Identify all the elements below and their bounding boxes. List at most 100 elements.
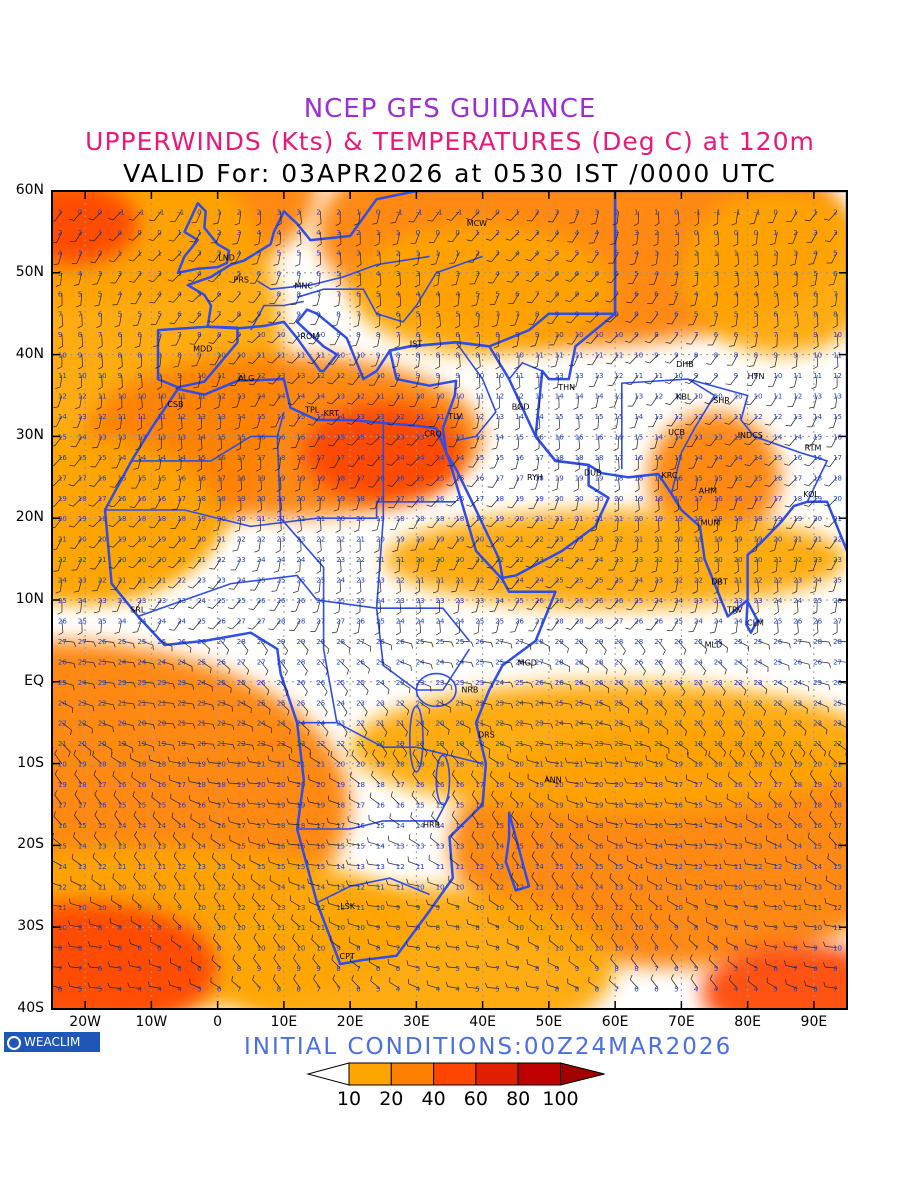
svg-text:10: 10 (296, 331, 305, 339)
svg-text:6: 6 (714, 331, 719, 339)
station-indcs: INDCS (738, 431, 763, 440)
svg-text:15: 15 (277, 863, 286, 871)
svg-text:22: 22 (773, 577, 782, 585)
svg-text:17: 17 (515, 474, 524, 482)
svg-text:27: 27 (58, 638, 67, 646)
svg-text:22: 22 (654, 720, 663, 728)
svg-text:17: 17 (535, 822, 544, 830)
svg-text:17: 17 (78, 802, 87, 810)
svg-text:8: 8 (416, 924, 420, 932)
svg-text:1: 1 (396, 229, 400, 237)
svg-text:13: 13 (535, 883, 544, 891)
svg-text:14: 14 (793, 842, 802, 850)
svg-text:25: 25 (257, 699, 266, 707)
svg-text:19: 19 (515, 781, 524, 789)
svg-text:21: 21 (614, 515, 623, 523)
svg-text:17: 17 (316, 454, 325, 462)
svg-text:20: 20 (475, 740, 484, 748)
svg-text:17: 17 (654, 474, 663, 482)
svg-text:19: 19 (555, 802, 564, 810)
colorbar-high-arrow (560, 1062, 605, 1086)
svg-text:11: 11 (197, 393, 206, 401)
svg-text:26: 26 (475, 638, 484, 646)
svg-text:21: 21 (296, 515, 305, 523)
svg-text:23: 23 (455, 597, 464, 605)
svg-text:17: 17 (396, 495, 405, 503)
svg-text:12: 12 (177, 863, 186, 871)
svg-text:9: 9 (714, 904, 718, 912)
svg-text:21: 21 (813, 536, 822, 544)
svg-text:7: 7 (396, 331, 400, 339)
svg-text:5: 5 (734, 965, 738, 973)
wind-barbs: 1 0 0 -1 -1 -1 -1 0 1 2 2 3 3 2 2 1 0 -1 -1 -1 -1 0 0 1 2 3 3 3 2 1 1 0… (52, 208, 847, 994)
svg-text:13: 13 (177, 433, 186, 441)
svg-text:20: 20 (137, 556, 146, 564)
svg-text:0: 0 (78, 208, 82, 216)
svg-text:8: 8 (495, 331, 499, 339)
svg-text:9: 9 (277, 965, 281, 973)
svg-text:3: 3 (197, 249, 201, 257)
svg-text:8: 8 (137, 924, 141, 932)
svg-text:5: 5 (98, 986, 102, 994)
svg-text:9: 9 (495, 924, 499, 932)
svg-text:24: 24 (714, 658, 723, 666)
lon-label: 10E (270, 1014, 298, 1030)
svg-text:18: 18 (734, 515, 743, 523)
svg-text:21: 21 (118, 699, 127, 707)
svg-text:10: 10 (833, 331, 842, 339)
svg-text:4: 4 (277, 229, 282, 237)
svg-text:9: 9 (58, 331, 62, 339)
svg-text:23: 23 (714, 597, 723, 605)
svg-text:9: 9 (376, 924, 380, 932)
svg-text:18: 18 (813, 474, 822, 482)
svg-text:2: 2 (833, 208, 837, 216)
svg-text:0: 0 (436, 229, 440, 237)
svg-text:1: 1 (475, 229, 479, 237)
svg-text:14: 14 (376, 842, 385, 850)
svg-text:9: 9 (595, 965, 599, 973)
svg-text:21: 21 (714, 577, 723, 585)
svg-text:21: 21 (356, 536, 365, 544)
svg-text:16: 16 (177, 802, 186, 810)
svg-text:25: 25 (316, 699, 325, 707)
svg-text:7: 7 (356, 311, 360, 319)
lon-label: 20W (69, 1014, 101, 1030)
svg-text:13: 13 (217, 413, 226, 421)
svg-text:12: 12 (78, 393, 87, 401)
svg-text:25: 25 (336, 679, 345, 687)
svg-text:4: 4 (634, 249, 639, 257)
svg-text:9: 9 (515, 945, 519, 953)
svg-text:23: 23 (137, 679, 146, 687)
svg-text:8: 8 (157, 352, 161, 360)
svg-text:28: 28 (595, 618, 604, 626)
svg-text:7: 7 (58, 965, 62, 973)
svg-text:29: 29 (296, 638, 305, 646)
svg-text:19: 19 (595, 474, 604, 482)
svg-text:-1: -1 (734, 208, 741, 216)
svg-text:10: 10 (436, 393, 445, 401)
svg-text:9: 9 (257, 311, 261, 319)
svg-text:11: 11 (416, 863, 425, 871)
svg-text:25: 25 (595, 577, 604, 585)
svg-text:11: 11 (316, 352, 325, 360)
svg-text:9: 9 (197, 924, 201, 932)
svg-text:8: 8 (555, 986, 559, 994)
svg-text:25: 25 (237, 679, 246, 687)
svg-text:20: 20 (316, 495, 325, 503)
svg-text:14: 14 (694, 822, 703, 830)
svg-text:21: 21 (197, 720, 206, 728)
svg-text:19: 19 (714, 536, 723, 544)
svg-text:24: 24 (137, 658, 146, 666)
svg-text:21: 21 (257, 515, 266, 523)
svg-text:-1: -1 (714, 208, 721, 216)
svg-text:15: 15 (515, 433, 524, 441)
svg-text:5: 5 (197, 986, 201, 994)
svg-text:24: 24 (416, 658, 425, 666)
colorbar-segment (475, 1062, 519, 1086)
weaclim-logo[interactable]: WEACLIM (4, 1032, 100, 1052)
svg-text:10: 10 (157, 393, 166, 401)
svg-text:3: 3 (813, 229, 817, 237)
svg-text:4: 4 (316, 229, 321, 237)
svg-text:0: 0 (475, 208, 479, 216)
svg-text:11: 11 (416, 413, 425, 421)
